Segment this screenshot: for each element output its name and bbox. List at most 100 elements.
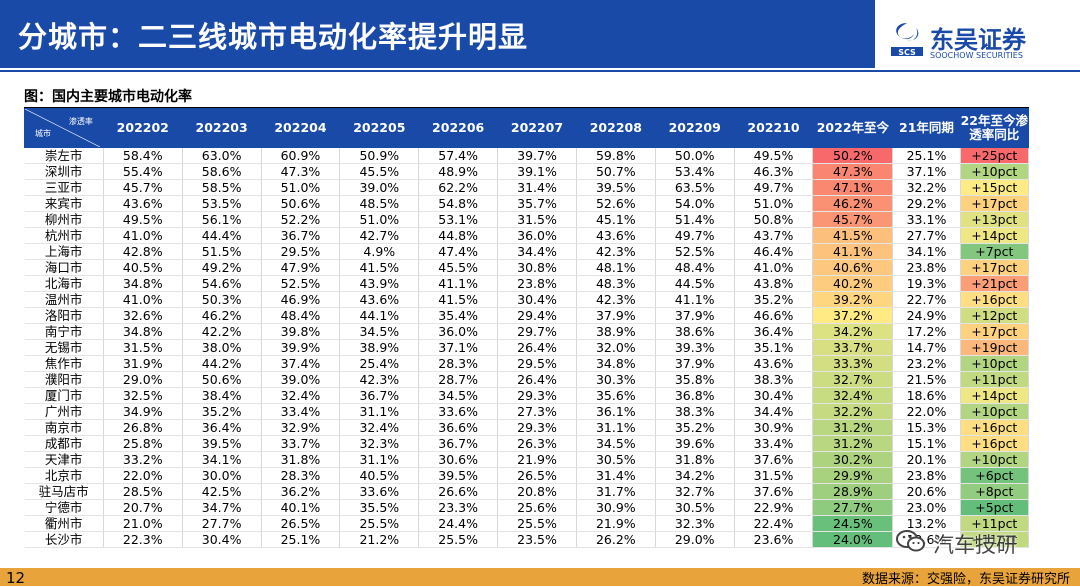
value-cell: 39.5%: [418, 467, 499, 484]
value-cell: 31.7%: [576, 483, 656, 500]
value-cell: 52.2%: [261, 211, 341, 228]
value-cell: 33.4%: [261, 403, 341, 420]
value-cell: 33.4%: [734, 435, 814, 452]
value-cell: 43.6%: [734, 355, 814, 372]
value-cell: 35.4%: [418, 307, 499, 324]
city-cell: 宁德市: [24, 499, 104, 516]
value-cell: 18.6%: [892, 387, 961, 404]
value-cell: 44.2%: [182, 355, 262, 372]
table-row: 三亚市 45.7% 58.5% 51.0% 39.0% 62.2% 31.4% 39.5% 63…: [24, 179, 1030, 196]
value-cell: 26.3%: [497, 435, 577, 452]
city-cell: 濮阳市: [24, 371, 104, 388]
value-cell: 39.6%: [655, 435, 735, 452]
value-cell: 62.2%: [418, 179, 499, 196]
table-row: 焦作市 31.9% 44.2% 37.4% 25.4% 28.3% 29.5% 34.8% 37…: [24, 355, 1030, 372]
value-cell: 43.6%: [576, 227, 656, 244]
value-cell: 51.5%: [182, 243, 262, 260]
value-cell: 39.5%: [182, 435, 262, 452]
value-cell: 29.0%: [103, 371, 183, 388]
value-cell: 50.6%: [261, 195, 341, 212]
value-cell: 41.0%: [734, 259, 814, 276]
table-row: 杭州市 41.0% 44.4% 36.7% 42.7% 44.8% 36.0% 43.6% 49…: [24, 227, 1030, 244]
watermark-text: 汽车技研: [933, 533, 1017, 557]
value-cell: 50.3%: [182, 291, 262, 308]
value-cell: 37.1%: [418, 339, 499, 356]
yoy-change-cell: +7pct: [960, 243, 1030, 260]
value-cell: 41.0%: [103, 291, 183, 308]
value-cell: 35.6%: [576, 387, 656, 404]
value-cell: 59.8%: [576, 147, 656, 164]
value-cell: 58.4%: [103, 147, 183, 164]
value-cell: 38.3%: [734, 371, 814, 388]
yoy-change-cell: +17pct: [960, 259, 1030, 276]
value-cell: 53.1%: [418, 211, 499, 228]
value-cell: 28.3%: [418, 355, 499, 372]
value-cell: 30.4%: [497, 291, 577, 308]
value-cell: 54.8%: [418, 195, 499, 212]
column-header: 202204: [260, 108, 341, 148]
value-cell: 32.3%: [339, 435, 420, 452]
value-cell: 26.5%: [497, 467, 577, 484]
value-cell: 39.5%: [576, 179, 656, 196]
city-cell: 来宾市: [24, 195, 104, 212]
value-cell: 26.8%: [103, 419, 183, 436]
value-cell: 29.2%: [892, 195, 961, 212]
value-cell: 33.1%: [892, 211, 961, 228]
city-cell: 成都市: [24, 435, 104, 452]
ytd-rate-cell: 47.3%: [812, 163, 894, 180]
value-cell: 39.3%: [655, 339, 735, 356]
column-header: 2022年至今: [812, 108, 894, 148]
ytd-rate-cell: 30.2%: [812, 451, 894, 468]
value-cell: 33.7%: [261, 435, 341, 452]
value-cell: 40.5%: [339, 467, 420, 484]
value-cell: 46.3%: [734, 163, 814, 180]
value-cell: 27.7%: [892, 227, 961, 244]
value-cell: 35.1%: [734, 339, 814, 356]
value-cell: 21.9%: [576, 515, 656, 532]
value-cell: 40.5%: [103, 259, 183, 276]
logo-emblem-icon: SCS: [891, 23, 923, 57]
value-cell: 34.8%: [103, 323, 183, 340]
value-cell: 32.5%: [103, 387, 183, 404]
value-cell: 34.1%: [182, 451, 262, 468]
ytd-rate-cell: 31.2%: [812, 435, 894, 452]
value-cell: 50.6%: [182, 371, 262, 388]
value-cell: 32.9%: [261, 419, 341, 436]
value-cell: 14.7%: [892, 339, 961, 356]
ytd-rate-cell: 39.2%: [812, 291, 894, 308]
city-cell: 驻马店市: [24, 483, 104, 500]
value-cell: 27.7%: [182, 515, 262, 532]
value-cell: 48.3%: [576, 275, 656, 292]
value-cell: 23.8%: [497, 275, 577, 292]
ytd-rate-cell: 31.2%: [812, 419, 894, 436]
yoy-change-cell: +11pct: [960, 371, 1030, 388]
city-cell: 厦门市: [24, 387, 104, 404]
value-cell: 55.4%: [103, 163, 183, 180]
value-cell: 43.6%: [339, 291, 420, 308]
yoy-change-cell: +10pct: [960, 163, 1030, 180]
value-cell: 29.5%: [261, 243, 341, 260]
value-cell: 49.5%: [734, 147, 814, 164]
value-cell: 44.8%: [418, 227, 499, 244]
value-cell: 35.5%: [339, 499, 420, 516]
value-cell: 40.1%: [261, 499, 341, 516]
value-cell: 30.6%: [418, 451, 499, 468]
value-cell: 34.9%: [103, 403, 183, 420]
value-cell: 32.4%: [339, 419, 420, 436]
yoy-change-cell: +6pct: [960, 467, 1030, 484]
value-cell: 25.4%: [339, 355, 420, 372]
value-cell: 32.3%: [655, 515, 735, 532]
value-cell: 42.3%: [576, 243, 656, 260]
caption-underline: [24, 107, 1029, 108]
ytd-rate-cell: 29.9%: [812, 467, 894, 484]
yoy-change-cell: +10pct: [960, 355, 1030, 372]
value-cell: 38.3%: [655, 403, 735, 420]
value-cell: 31.1%: [339, 403, 420, 420]
value-cell: 26.4%: [497, 371, 577, 388]
value-cell: 49.2%: [182, 259, 262, 276]
value-cell: 30.0%: [182, 467, 262, 484]
value-cell: 31.5%: [497, 211, 577, 228]
value-cell: 23.8%: [892, 467, 961, 484]
value-cell: 26.4%: [497, 339, 577, 356]
corner-label-rate: 渗透率: [68, 117, 93, 126]
